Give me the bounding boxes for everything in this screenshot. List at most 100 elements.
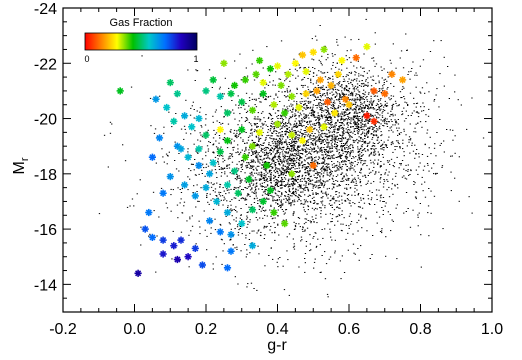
cloud-point bbox=[400, 163, 402, 164]
cloud-point bbox=[309, 106, 312, 108]
cloud-point bbox=[329, 134, 331, 136]
cloud-point bbox=[306, 140, 308, 142]
cloud-point bbox=[365, 133, 367, 135]
cloud-point bbox=[365, 217, 367, 219]
cloud-point bbox=[412, 150, 415, 152]
cloud-point bbox=[334, 170, 336, 172]
cloud-point bbox=[304, 155, 307, 157]
cloud-point bbox=[295, 180, 297, 182]
cloud-point bbox=[240, 137, 242, 139]
cloud-point bbox=[369, 190, 371, 192]
cloud-point bbox=[285, 122, 287, 124]
cloud-point bbox=[320, 201, 322, 203]
cloud-point bbox=[270, 149, 272, 151]
cloud-point bbox=[229, 157, 231, 159]
cloud-point bbox=[322, 175, 325, 177]
cloud-point bbox=[334, 140, 336, 142]
cloud-point bbox=[268, 255, 270, 256]
cloud-point bbox=[310, 179, 312, 181]
cloud-point bbox=[293, 123, 296, 125]
cloud-point bbox=[219, 137, 221, 139]
cloud-point bbox=[308, 194, 311, 196]
cloud-point bbox=[318, 172, 320, 174]
cloud-point bbox=[254, 179, 256, 181]
cloud-point bbox=[255, 183, 257, 185]
cloud-point bbox=[320, 104, 322, 106]
cloud-point bbox=[360, 96, 362, 98]
cloud-point bbox=[390, 119, 392, 121]
cloud-point bbox=[278, 143, 281, 145]
cloud-point bbox=[329, 92, 331, 94]
cloud-point bbox=[255, 106, 258, 108]
cloud-point bbox=[265, 209, 267, 211]
cloud-point bbox=[328, 89, 330, 91]
cloud-point bbox=[291, 150, 293, 152]
cloud-point bbox=[318, 136, 321, 138]
cloud-point bbox=[356, 67, 358, 69]
cloud-point bbox=[278, 191, 281, 193]
cloud-point bbox=[278, 155, 280, 157]
cloud-point bbox=[240, 151, 242, 153]
cloud-point bbox=[302, 166, 304, 168]
cloud-point bbox=[259, 199, 261, 201]
cloud-point bbox=[190, 107, 192, 109]
cloud-point bbox=[340, 278, 342, 280]
cloud-point bbox=[294, 201, 296, 203]
y-tick-label: -20 bbox=[34, 112, 57, 129]
cloud-point bbox=[331, 155, 333, 156]
cloud-point bbox=[347, 148, 349, 150]
cloud-point bbox=[349, 187, 352, 189]
cloud-point bbox=[298, 160, 301, 162]
cloud-point bbox=[230, 129, 232, 131]
gas-fraction-point bbox=[173, 255, 181, 264]
cloud-point bbox=[353, 88, 356, 90]
cloud-point bbox=[272, 142, 274, 144]
cloud-point bbox=[416, 191, 418, 193]
cloud-point bbox=[256, 172, 258, 174]
cloud-point bbox=[269, 180, 271, 181]
cloud-point bbox=[300, 186, 302, 188]
cloud-point bbox=[370, 151, 373, 153]
cloud-point bbox=[346, 122, 348, 124]
cloud-point bbox=[370, 162, 372, 164]
cloud-point bbox=[293, 148, 295, 150]
cloud-point bbox=[364, 175, 366, 177]
cloud-point bbox=[280, 142, 282, 144]
cloud-point bbox=[357, 125, 359, 127]
cloud-point bbox=[222, 167, 224, 169]
cloud-point bbox=[339, 125, 341, 127]
cloud-point bbox=[270, 166, 272, 168]
cloud-point bbox=[260, 172, 263, 174]
cloud-point bbox=[282, 125, 284, 126]
cloud-point bbox=[288, 97, 291, 98]
cloud-point bbox=[192, 101, 194, 103]
cloud-point bbox=[471, 97, 473, 99]
cloud-point bbox=[254, 153, 256, 155]
cloud-point bbox=[249, 132, 252, 134]
cloud-point bbox=[296, 178, 299, 180]
cloud-point bbox=[328, 126, 330, 128]
cloud-point bbox=[276, 143, 278, 145]
cloud-point bbox=[324, 132, 326, 134]
cloud-point bbox=[303, 136, 306, 138]
cloud-point bbox=[250, 123, 252, 125]
cloud-point bbox=[312, 111, 314, 113]
cloud-point bbox=[237, 107, 240, 109]
cloud-point bbox=[306, 105, 308, 106]
cloud-point bbox=[396, 156, 398, 158]
cloud-point bbox=[324, 163, 326, 165]
cloud-point bbox=[256, 197, 258, 199]
cloud-point bbox=[341, 168, 343, 170]
cloud-point bbox=[258, 178, 261, 180]
cloud-point bbox=[263, 147, 266, 149]
cloud-point bbox=[367, 150, 369, 152]
cloud-point bbox=[252, 161, 254, 163]
gas-fraction-point bbox=[159, 250, 167, 258]
cloud-point bbox=[313, 93, 315, 95]
cloud-point bbox=[353, 100, 355, 102]
cloud-point bbox=[309, 200, 312, 202]
gas-fraction-point bbox=[252, 70, 260, 78]
cloud-point bbox=[299, 66, 302, 68]
cloud-point bbox=[334, 88, 337, 90]
cloud-point bbox=[327, 158, 330, 159]
